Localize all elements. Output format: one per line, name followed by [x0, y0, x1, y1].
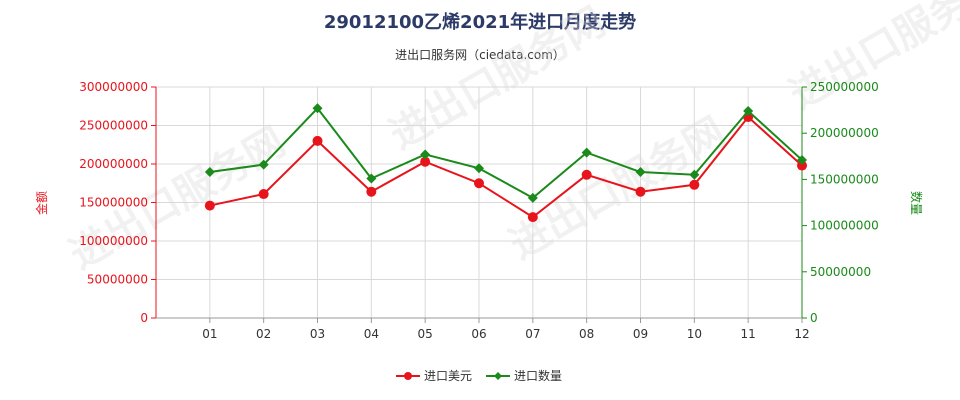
left-tick-label: 300000000 — [79, 80, 148, 94]
x-tick-label: 10 — [687, 327, 702, 341]
x-tick-label: 05 — [418, 327, 433, 341]
qty-data-point — [420, 149, 431, 160]
right-tick-label: 50000000 — [810, 265, 871, 279]
usd-series-line — [209, 115, 803, 219]
legend-usd-marker — [404, 372, 412, 380]
usd-data-point — [258, 189, 269, 200]
qty-data-point — [689, 169, 700, 180]
qty-data-point — [743, 106, 754, 117]
qty-data-point — [204, 167, 215, 178]
left-tick-label: 0 — [140, 311, 148, 325]
x-tick-label: 06 — [471, 327, 486, 341]
x-tick-label: 08 — [579, 327, 594, 341]
watermark-text: 进出口服务网 — [782, 0, 960, 119]
x-tick-label: 03 — [310, 327, 325, 341]
qty-data-point — [581, 147, 592, 158]
usd-data-point — [312, 135, 323, 146]
right-tick-label: 0 — [810, 311, 818, 325]
usd-data-point — [527, 212, 538, 223]
left-tick-label: 200000000 — [79, 157, 148, 171]
qty-data-point — [797, 154, 807, 165]
left-tick-label: 150000000 — [79, 196, 148, 210]
x-tick-label: 11 — [741, 327, 756, 341]
legend-usd-label: 进口美元 — [424, 369, 472, 383]
qty-series-line — [209, 106, 803, 200]
qty-data-point — [258, 159, 269, 170]
usd-data-point — [689, 179, 700, 190]
right-tick-label: 100000000 — [810, 219, 879, 233]
qty-data-point — [474, 163, 484, 174]
x-tick-label: 07 — [525, 327, 540, 341]
right-tick-label: 150000000 — [810, 172, 879, 186]
usd-data-point — [420, 156, 431, 167]
usd-data-point — [797, 160, 807, 171]
qty-data-point — [635, 167, 646, 178]
legend-qty-marker — [494, 372, 502, 380]
left-tick-label: 100000000 — [79, 234, 148, 248]
x-tick-label: 02 — [256, 327, 271, 341]
chart-title: 29012100乙烯2021年进口月度走势 — [323, 12, 637, 33]
usd-data-point — [366, 186, 377, 197]
left-tick-label: 250000000 — [79, 119, 148, 133]
x-tick-label: 01 — [202, 327, 217, 341]
usd-data-point — [204, 200, 215, 211]
watermark-text: 进出口服务网 — [382, 0, 613, 159]
right-axis-title: 数量 — [909, 191, 924, 215]
qty-data-point — [366, 173, 377, 184]
usd-data-point — [581, 169, 592, 180]
x-tick-label: 04 — [364, 327, 379, 341]
qty-data-point — [527, 192, 538, 203]
usd-data-point — [635, 186, 646, 197]
x-tick-label: 09 — [633, 327, 648, 341]
qty-data-point — [312, 103, 323, 114]
right-tick-label: 200000000 — [810, 126, 879, 140]
watermark-text: 进出口服务网 — [502, 109, 733, 269]
legend-qty-label: 进口数量 — [514, 368, 562, 383]
x-tick-label: 12 — [794, 327, 809, 341]
usd-data-point — [474, 178, 484, 189]
chart-subtitle: 进出口服务网（ciedata.com） — [395, 48, 565, 62]
left-axis-title: 金额 — [34, 191, 49, 215]
right-tick-label: 250000000 — [810, 80, 879, 94]
left-tick-label: 50000000 — [87, 273, 148, 287]
